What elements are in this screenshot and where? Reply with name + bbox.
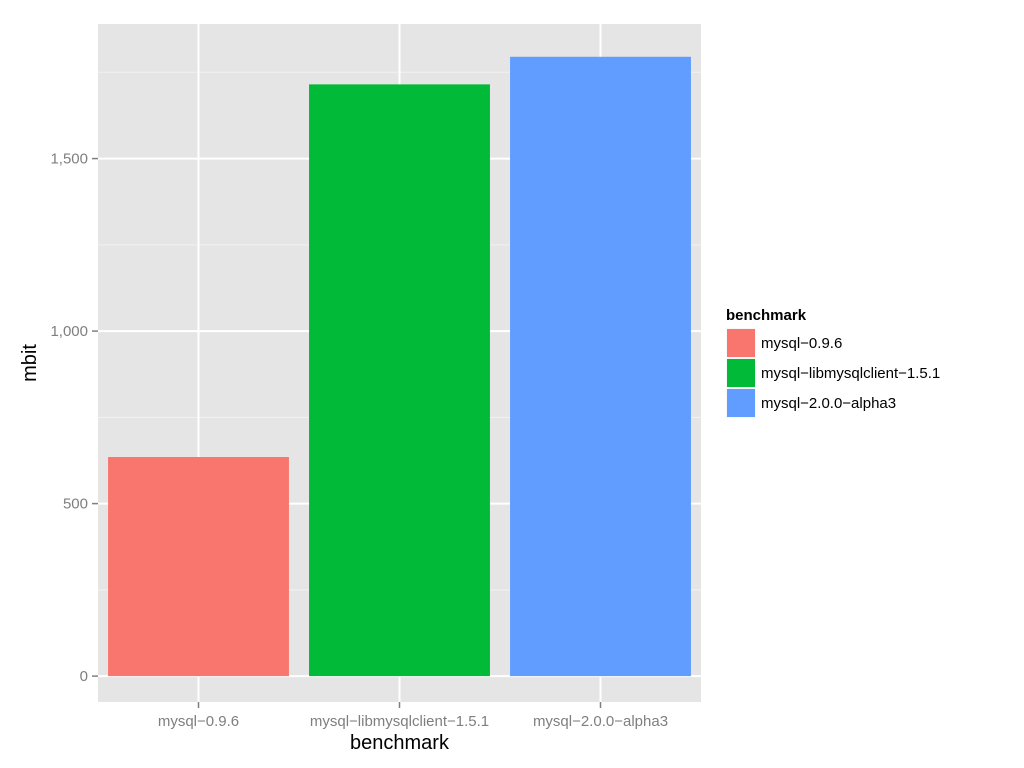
y-axis-ticks: 0 500 1,000 1,500 — [50, 151, 98, 685]
legend-swatch — [727, 329, 755, 357]
x-tick-label: mysql−2.0.0−alpha3 — [533, 713, 668, 730]
bars — [108, 56, 691, 677]
legend-title: benchmark — [726, 307, 807, 324]
bar — [309, 84, 490, 677]
x-axis-ticks: mysql−0.9.6 mysql−libmysqlclient−1.5.1 mys… — [158, 702, 668, 730]
y-tick-label: 0 — [80, 668, 88, 685]
y-tick-label: 500 — [63, 496, 88, 513]
bar — [108, 457, 289, 677]
y-tick-label: 1,500 — [50, 151, 88, 168]
x-axis-title: benchmark — [350, 732, 450, 754]
x-tick-label: mysql−0.9.6 — [158, 713, 239, 730]
legend-swatch — [727, 389, 755, 417]
y-tick-label: 1,000 — [50, 323, 88, 340]
y-axis-title: mbit — [19, 344, 41, 382]
legend-swatch — [727, 359, 755, 387]
bar — [510, 56, 691, 677]
legend: benchmark mysql−0.9.6 mysql−libmysqlclien… — [725, 307, 940, 419]
legend-label: mysql−libmysqlclient−1.5.1 — [761, 365, 940, 382]
legend-label: mysql−2.0.0−alpha3 — [761, 395, 896, 412]
x-tick-label: mysql−libmysqlclient−1.5.1 — [310, 713, 489, 730]
legend-label: mysql−0.9.6 — [761, 335, 842, 352]
